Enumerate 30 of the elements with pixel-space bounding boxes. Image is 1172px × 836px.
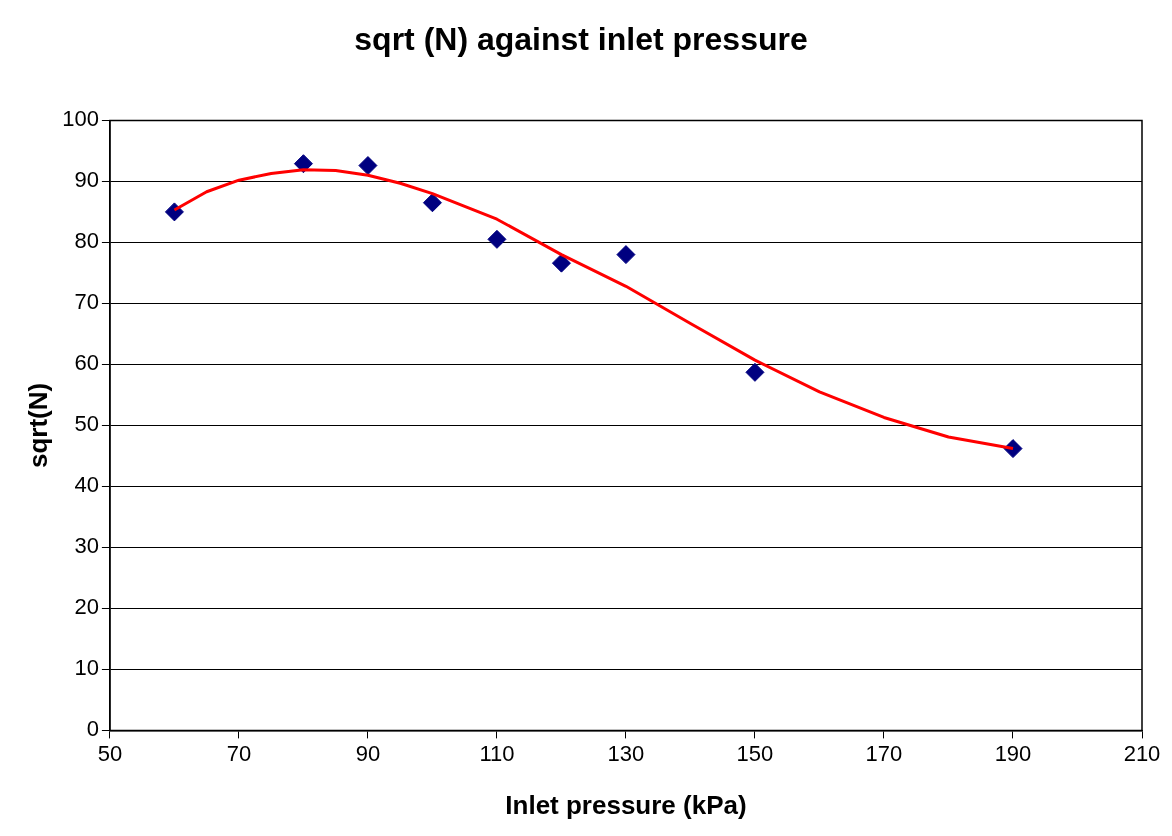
y-axis-title: sqrt(N) — [22, 382, 53, 469]
point — [616, 245, 636, 265]
y-tick-label: 10 — [74, 655, 99, 681]
chart-title: sqrt (N) against inlet pressure — [354, 21, 808, 58]
x-tick-label: 90 — [355, 740, 381, 766]
x-tick-label: 130 — [607, 740, 645, 766]
y-tick-label: 30 — [74, 533, 99, 559]
y-tick-label: 70 — [74, 289, 99, 315]
x-tick-label: 110 — [479, 740, 515, 766]
x-axis-title: Inlet pressure (kPa) — [505, 789, 747, 820]
x-tick-label: 70 — [226, 740, 252, 766]
y-tick-label: 80 — [74, 228, 99, 254]
y-tick-label: 40 — [74, 472, 99, 498]
y-tick-label: 100 — [62, 106, 99, 132]
x-tick-label: 170 — [865, 740, 903, 766]
point — [551, 253, 571, 273]
point — [358, 156, 378, 176]
y-tick-label: 60 — [74, 350, 99, 376]
point — [745, 362, 765, 382]
y-tick-label: 0 — [86, 716, 99, 742]
x-tick-label: 190 — [994, 740, 1032, 766]
x-tick-label: 210 — [1123, 740, 1161, 766]
y-tick-label: 90 — [74, 167, 99, 193]
y-tick-label: 20 — [74, 594, 99, 620]
x-tick-label: 150 — [736, 740, 774, 766]
x-tick-label: 50 — [97, 740, 123, 766]
point — [487, 229, 507, 249]
y-tick-label: 50 — [74, 411, 99, 437]
point — [422, 193, 442, 213]
point — [164, 202, 184, 222]
